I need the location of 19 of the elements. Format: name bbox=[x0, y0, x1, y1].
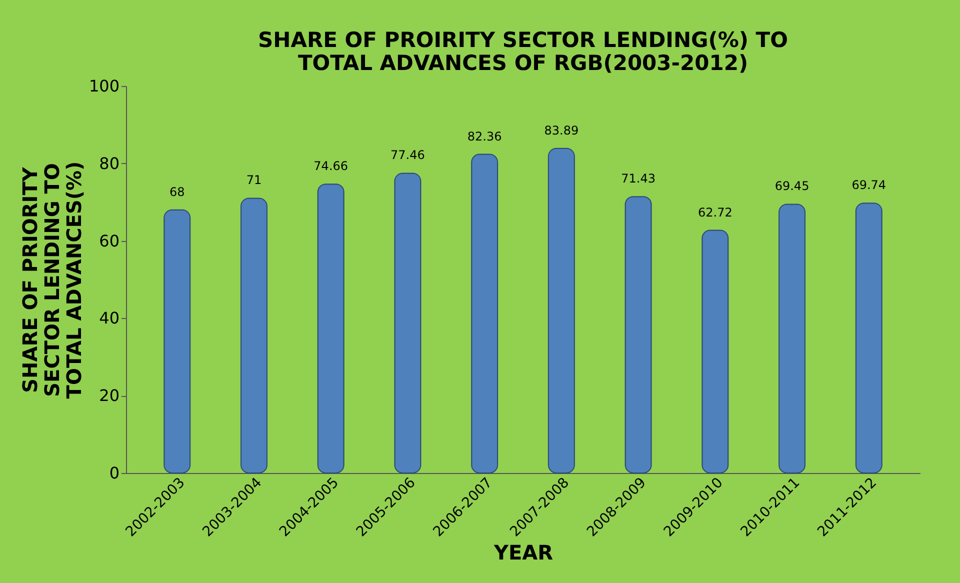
data-label: 68 bbox=[169, 184, 185, 199]
y-tick-label: 60 bbox=[99, 231, 120, 250]
y-tick-label: 20 bbox=[99, 386, 120, 406]
y-tick-label: 80 bbox=[99, 154, 120, 173]
chart-title: SHARE OF PROIRITY SECTOR LENDING(%) TO TOTAL ADVANCES OF RGB(2003-2012) bbox=[258, 28, 788, 75]
data-label: 69.74 bbox=[852, 178, 886, 192]
data-label: 82.36 bbox=[467, 129, 502, 144]
data-label: 62.72 bbox=[698, 205, 732, 220]
data-label: 74.66 bbox=[314, 159, 348, 174]
data-label: 77.46 bbox=[390, 148, 425, 162]
data-label: 71 bbox=[246, 173, 262, 188]
x-axis-title: YEAR bbox=[492, 540, 554, 564]
y-tick-label: 40 bbox=[99, 308, 120, 328]
y-axis-title: SHARE OF PRIORITY SECTOR LENDING TO TOTAL ADVANCES(%) bbox=[18, 161, 86, 399]
data-label: 71.43 bbox=[621, 172, 656, 186]
y-tick-label: 100 bbox=[88, 76, 120, 96]
data-label: 83.89 bbox=[544, 123, 579, 138]
data-label: 69.45 bbox=[774, 179, 810, 194]
y-tick-label: 0 bbox=[109, 464, 120, 482]
